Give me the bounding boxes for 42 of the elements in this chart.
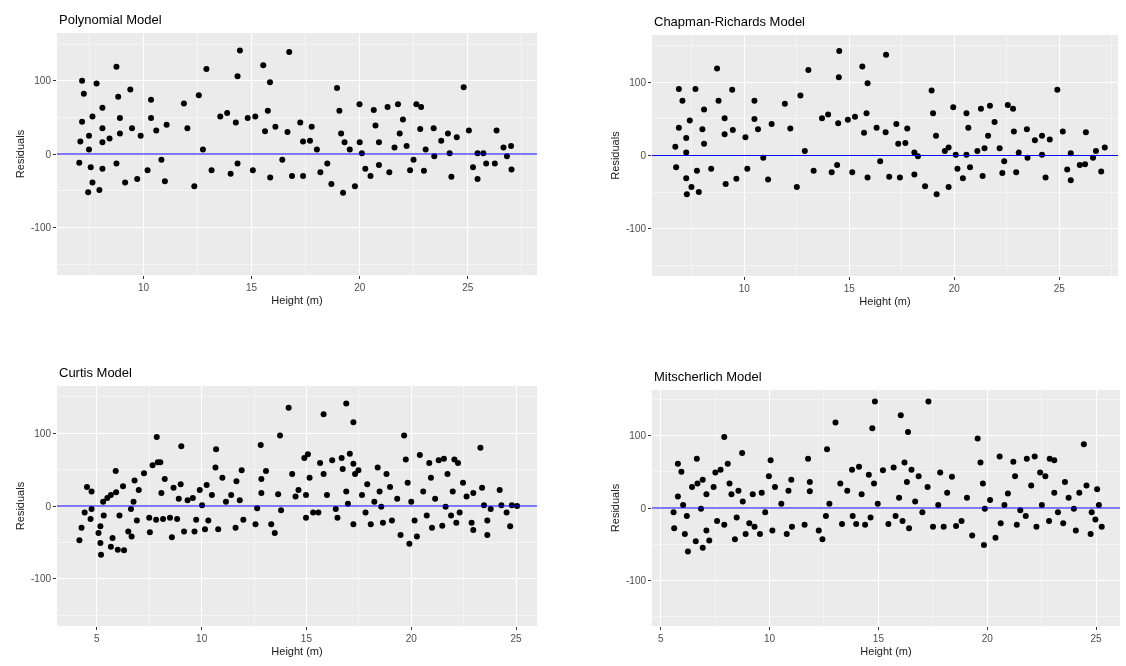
x-tick-label: 10 [137, 282, 150, 293]
x-tick-label: 20 [405, 633, 418, 644]
x-tick-label: 5 [94, 633, 101, 644]
y-tick-label: 100 [629, 430, 647, 442]
x-tick-label: 25 [1053, 283, 1066, 294]
chart-title: Mitscherlich Model [654, 369, 762, 384]
chart-title: Curtis Model [59, 365, 133, 380]
y-tick-label: -100 [30, 573, 52, 585]
y-tick-label: 0 [640, 502, 647, 514]
chart-title: Chapman-Richards Model [654, 14, 806, 29]
y-tick-label: -100 [625, 574, 647, 586]
x-axis-title: Height (m) [860, 645, 912, 658]
y-tick-label: 0 [45, 148, 52, 160]
x-tick-label: 20 [981, 633, 994, 644]
y-tick-label: 100 [34, 75, 52, 87]
x-tick-label: 25 [510, 633, 523, 644]
y-axis-title: Residuals [608, 483, 621, 533]
x-tick-label: 10 [738, 283, 751, 294]
x-axis-title: Height (m) [271, 645, 323, 658]
x-tick-label: 25 [1090, 633, 1103, 644]
x-tick-label: 10 [196, 633, 208, 644]
x-tick-label: 15 [843, 283, 856, 294]
x-axis-title: Height (m) [859, 295, 911, 308]
x-axis-title: Height (m) [271, 294, 323, 307]
x-tick-label: 15 [246, 282, 258, 293]
y-axis-title: Residuals [13, 481, 26, 531]
y-tick-label: 100 [34, 427, 52, 439]
chart-title: Polynomial Model [59, 12, 162, 27]
x-tick-label: 20 [948, 283, 961, 294]
y-tick-label: -100 [30, 221, 52, 233]
y-tick-label: -100 [625, 223, 647, 235]
x-tick-label: 15 [872, 633, 885, 644]
x-tick-label: 10 [763, 633, 776, 644]
x-tick-label: 15 [300, 633, 313, 644]
x-tick-label: 5 [657, 633, 664, 644]
y-tick-label: 100 [629, 76, 647, 88]
y-tick-label: 0 [45, 500, 52, 512]
y-tick-label: 0 [640, 150, 647, 161]
y-axis-title: Residuals [608, 130, 621, 180]
x-tick-label: 25 [462, 282, 474, 293]
y-axis-title: Residuals [13, 129, 26, 179]
x-tick-label: 20 [354, 282, 366, 293]
